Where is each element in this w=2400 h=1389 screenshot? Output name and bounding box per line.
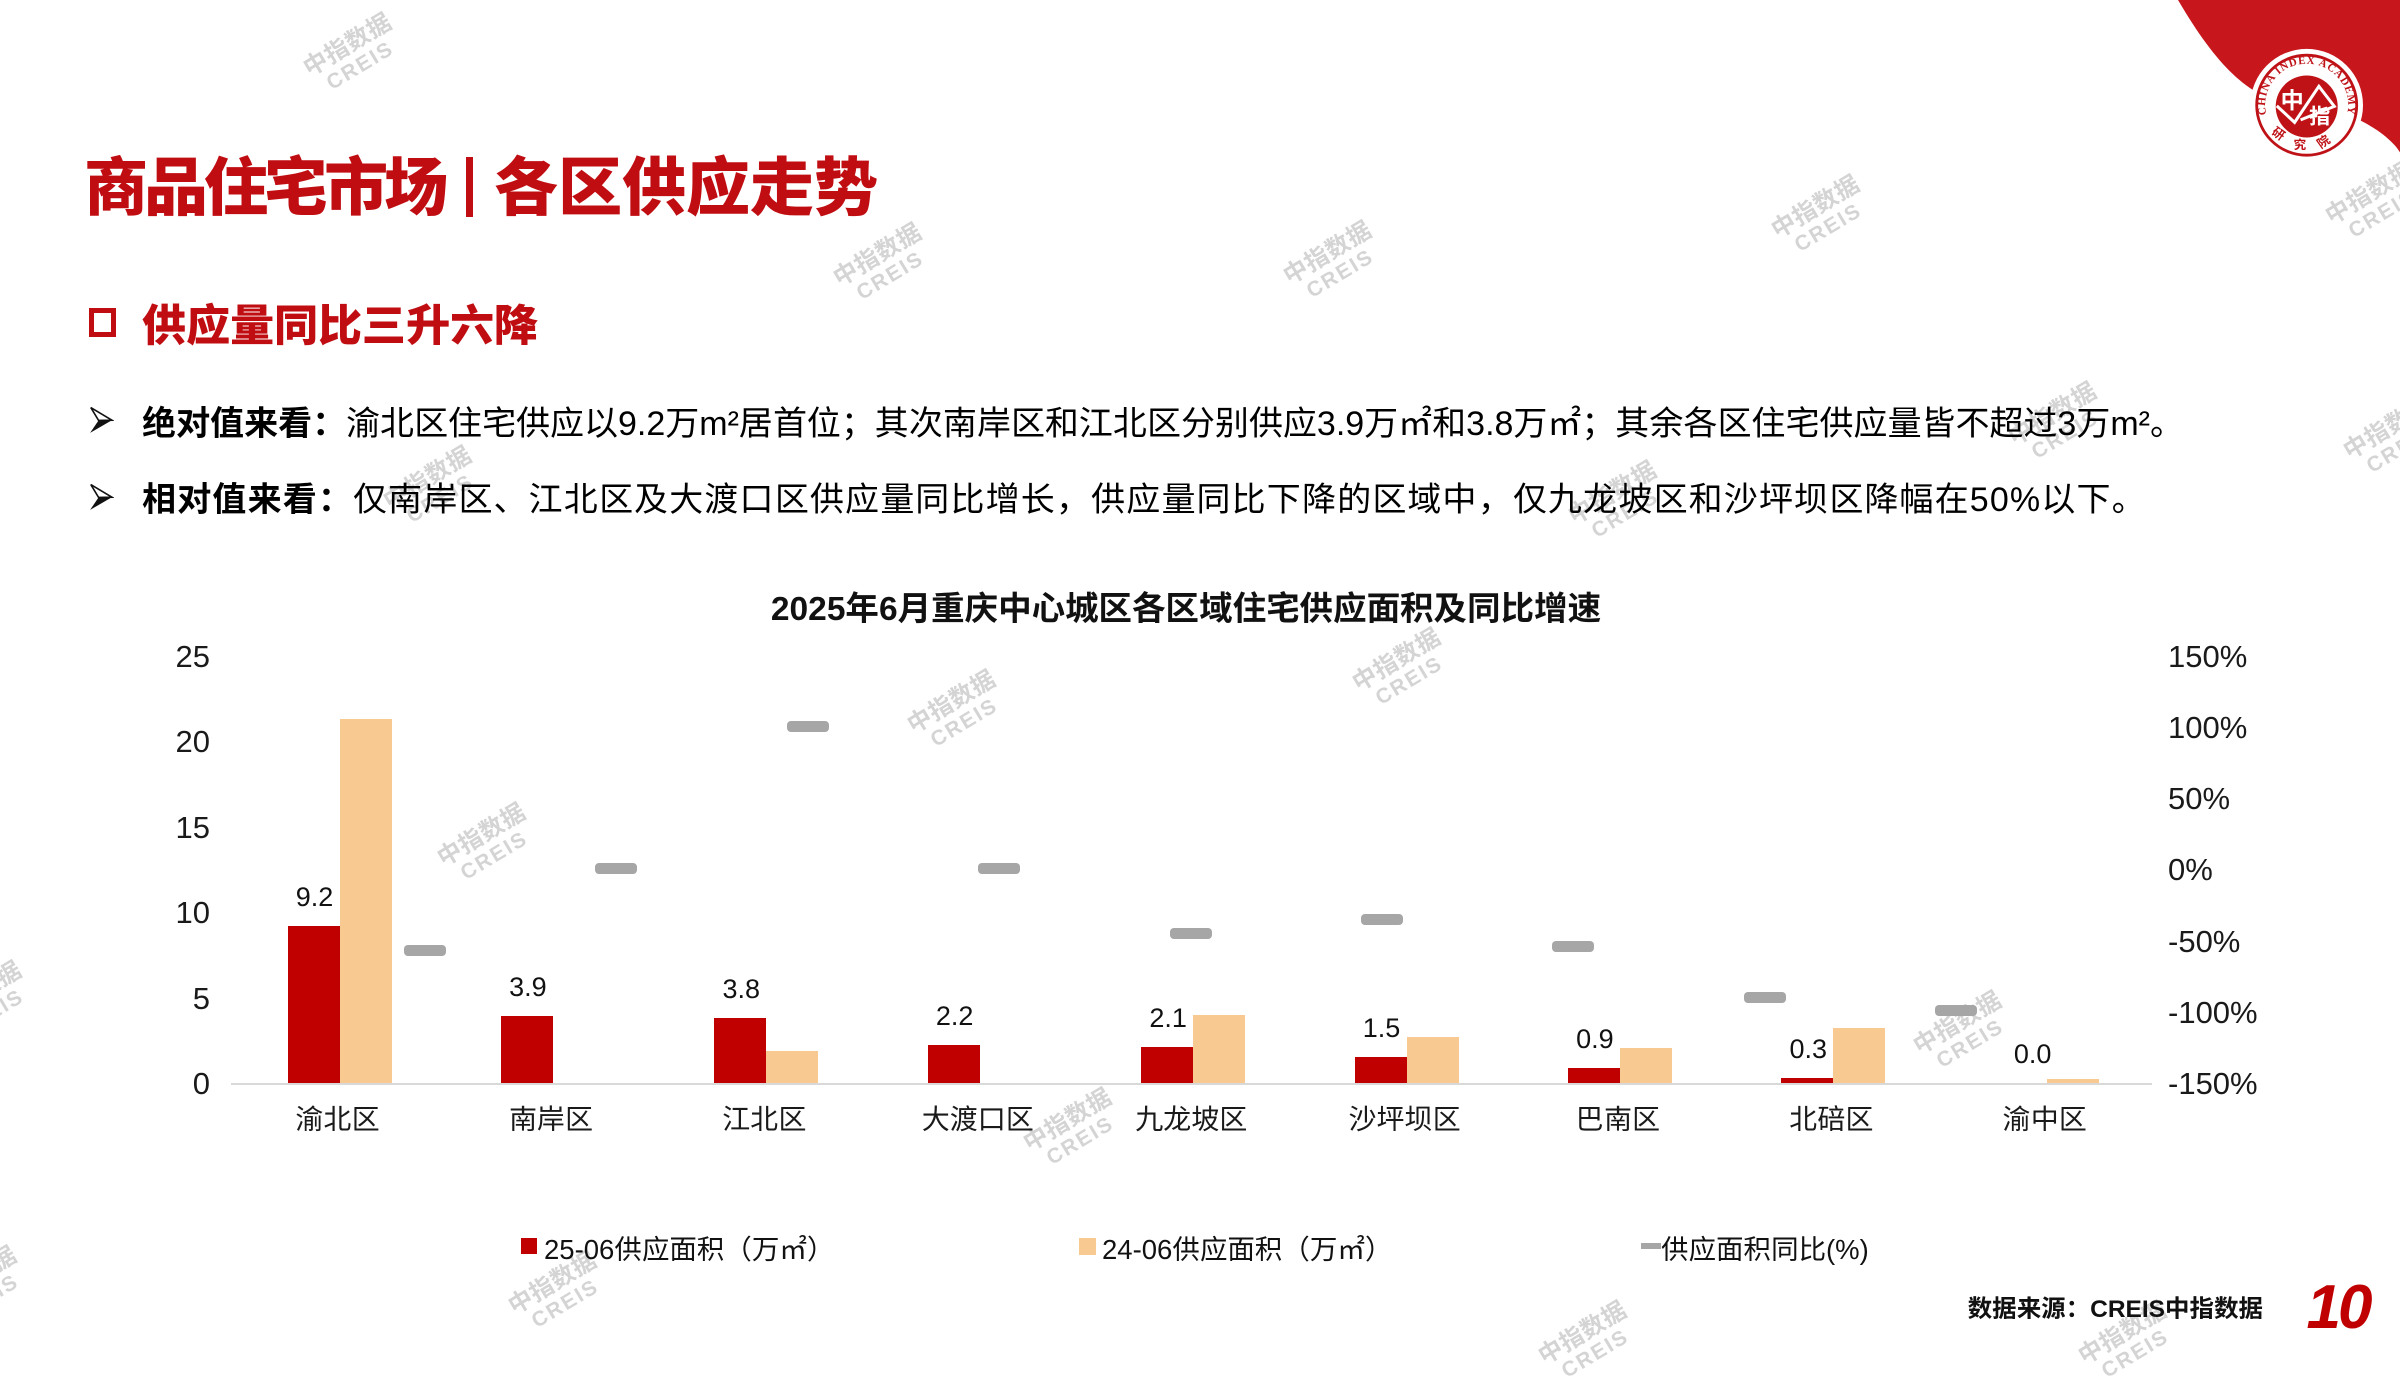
- svg-text:中: 中: [2281, 82, 2304, 116]
- svg-text:指: 指: [2309, 100, 2330, 130]
